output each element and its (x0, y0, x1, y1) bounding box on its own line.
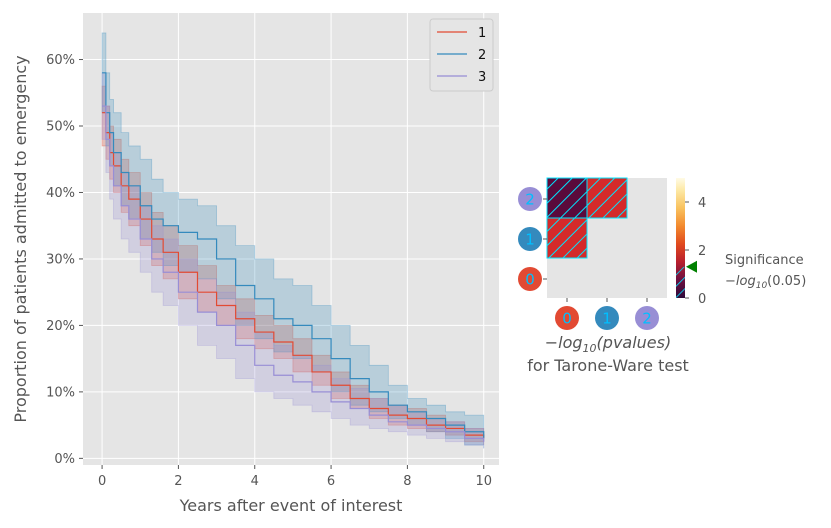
legend-label-3: 3 (478, 70, 486, 85)
significance-threshold-label: −log10(0.05) (725, 274, 806, 291)
pvalue-heatmap: 2 1 0 0 1 2 −log10(pvalues) for Tarone-Ware … (518, 177, 806, 375)
legend-box (429, 18, 494, 92)
y-axis-label: Proportion of patients admitted to emerg… (11, 55, 30, 422)
colorbar-ticks: 0 2 4 (685, 196, 706, 307)
significance-label: Significance (725, 253, 804, 268)
row-label-circle-2 (518, 187, 542, 211)
colorbar: 0 2 4 (676, 178, 706, 307)
series-line-1 (102, 112, 485, 439)
x-tick-label: 10 (475, 474, 492, 489)
heatmap-cell-2-0 (546, 177, 588, 219)
x-axis-ticks: 0 2 4 6 8 10 (98, 465, 492, 489)
y-tick-label: 0% (54, 452, 75, 467)
colorbar-tick-label: 4 (698, 196, 706, 211)
significance-marker-icon (686, 260, 697, 273)
colorbar-gradient (676, 178, 685, 298)
x-tick-label: 0 (98, 474, 106, 489)
heatmap-cells (546, 177, 628, 259)
heatmap-cell-2-1 (586, 177, 628, 219)
colorbar-tick-label: 0 (698, 292, 706, 307)
col-label-circle-1 (595, 306, 619, 330)
col-label-2: 2 (642, 310, 652, 328)
row-label-0: 0 (525, 271, 535, 289)
x-tick-label: 2 (174, 474, 182, 489)
heatmap-title-line1: −log10(pvalues) (545, 333, 671, 355)
legend-label-2: 2 (478, 48, 486, 63)
y-tick-label: 30% (46, 252, 75, 267)
colorbar-significance-hatch (676, 266, 685, 298)
legend: 1 2 3 (429, 18, 494, 92)
x-tick-label: 6 (327, 474, 335, 489)
y-tick-label: 60% (46, 53, 75, 68)
y-tick-label: 20% (46, 319, 75, 334)
heatmap-col-labels: 0 1 2 (555, 298, 659, 330)
heatmap-row-labels: 2 1 0 (518, 187, 547, 291)
series-line-2 (102, 72, 485, 439)
row-label-2: 2 (525, 191, 535, 209)
y-tick-label: 40% (46, 186, 75, 201)
series-lines (102, 72, 485, 442)
x-tick-label: 4 (251, 474, 259, 489)
col-label-circle-2 (635, 306, 659, 330)
col-label-0: 0 (562, 310, 572, 328)
row-label-circle-0 (518, 267, 542, 291)
row-label-1: 1 (525, 231, 535, 249)
row-label-circle-1 (518, 227, 542, 251)
y-axis-ticks: 0% 10% 20% 30% 40% 50% 60% (46, 53, 83, 467)
col-label-1: 1 (602, 310, 612, 328)
grid-lines (83, 13, 499, 465)
x-tick-label: 8 (403, 474, 411, 489)
y-tick-label: 50% (46, 120, 75, 135)
survival-plot: 0 2 4 6 8 10 0% 10% 20% 30% 40% 50% 60% Years after… (11, 13, 499, 515)
series-line-3 (102, 105, 485, 442)
col-label-circle-0 (555, 306, 579, 330)
legend-label-1: 1 (478, 26, 486, 41)
colorbar-tick-label: 2 (698, 244, 706, 259)
heatmap-cell-1-0 (546, 217, 588, 259)
heatmap-title-line2: for Tarone-Ware test (527, 356, 689, 375)
y-tick-label: 10% (46, 385, 75, 400)
x-axis-label: Years after event of interest (179, 496, 403, 515)
